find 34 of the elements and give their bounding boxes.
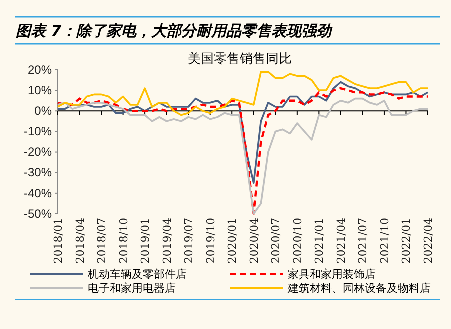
y-tick-label: -40%	[24, 186, 52, 200]
x-tick-label: 2020/10	[291, 218, 304, 264]
x-tick-label: 2022/01	[400, 218, 414, 264]
legend-label: 机动车辆及零部件店	[88, 268, 187, 281]
x-tick-label: 2020/01	[226, 218, 240, 264]
x-tick-label: 2018/01	[52, 218, 65, 264]
y-tick-label: 0%	[34, 104, 52, 118]
x-tick-label: 2021/04	[334, 218, 348, 264]
legend-label: 电子和家用电器店	[88, 282, 176, 295]
legend-label: 建筑材料、园林设备及物料店	[287, 282, 431, 295]
x-tick-label: 2021/10	[378, 218, 392, 264]
x-tick-label: 2019/07	[182, 218, 196, 264]
x-tick-label: 2018/10	[117, 218, 130, 264]
chart-subtitle: 美国零售销售同比	[188, 51, 292, 67]
y-tick-label: 20%	[28, 62, 52, 77]
chart-title: 图表 7：除了家电，大部分耐用品零售表现强劲	[16, 22, 334, 40]
x-tick-label: 2020/07	[270, 218, 283, 264]
x-tick-label: 2021/07	[356, 218, 370, 264]
legend-label: 家具和家用装饰店	[288, 268, 376, 281]
x-tick-label: 2019/10	[204, 218, 218, 264]
x-tick-label: 2020/04	[248, 218, 261, 264]
x-tick-label: 2018/04	[74, 218, 87, 264]
x-tick-label: 2022/04	[422, 218, 435, 264]
y-tick-label: -30%	[24, 166, 52, 180]
y-tick-label: 10%	[28, 83, 52, 98]
line-series	[57, 81, 429, 184]
x-tick-label: 2019/01	[139, 218, 152, 264]
y-tick-label: -10%	[24, 124, 52, 139]
y-tick-label: -20%	[24, 145, 52, 160]
x-tick-label: 2018/07	[96, 218, 109, 264]
x-tick-label: 2021/01	[313, 218, 326, 264]
line-series	[57, 71, 429, 116]
x-tick-label: 2019/04	[160, 218, 174, 264]
y-tick-label: -50%	[24, 206, 52, 221]
